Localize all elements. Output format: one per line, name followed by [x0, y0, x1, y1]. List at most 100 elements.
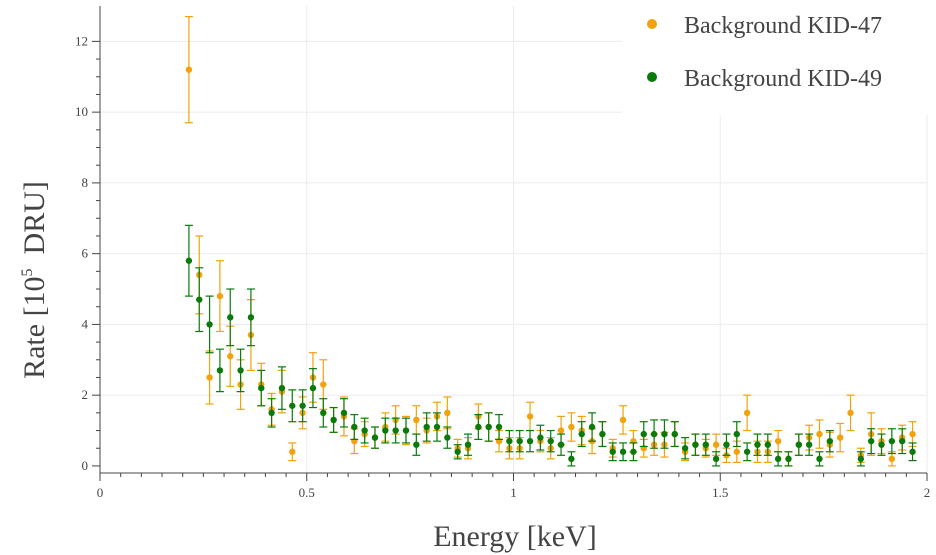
- data-point: [568, 423, 575, 431]
- data-point: [743, 448, 751, 455]
- data-point: [619, 448, 627, 455]
- data-point: [712, 455, 720, 463]
- data-point: [289, 448, 296, 455]
- data-point: [733, 430, 740, 438]
- series-kid-49: [184, 224, 917, 467]
- data-point: [320, 381, 327, 388]
- y-tick-label: 10: [75, 104, 88, 119]
- data-point: [196, 296, 203, 303]
- data-point: [433, 423, 441, 431]
- data-point: [516, 437, 523, 445]
- data-point: [444, 434, 451, 441]
- data-point: [185, 257, 193, 264]
- data-point: [816, 455, 823, 463]
- data-point: [227, 353, 234, 360]
- data-point: [847, 409, 854, 417]
- data-point: [454, 448, 461, 455]
- data-point: [444, 409, 451, 417]
- data-point: [712, 441, 720, 448]
- x-tick-labels: 0 0.5 1 1.5 2: [97, 485, 931, 500]
- data-point: [278, 384, 286, 392]
- x-tick-label: 0.5: [299, 485, 315, 500]
- data-point: [599, 430, 606, 438]
- data-point: [692, 441, 699, 448]
- data-point: [289, 402, 296, 409]
- y-axis-title: Rate [105 DRU]: [18, 181, 51, 379]
- data-point: [909, 430, 916, 438]
- data-point: [867, 437, 875, 445]
- data-point: [413, 416, 420, 424]
- data-point: [557, 441, 565, 448]
- data-point: [340, 409, 348, 417]
- data-point: [299, 402, 306, 409]
- data-point: [268, 409, 275, 417]
- data-point: [206, 321, 213, 328]
- data-point: [227, 314, 234, 321]
- legend-marker-kid47: [647, 19, 657, 29]
- data-point: [320, 409, 327, 417]
- data-point: [206, 374, 213, 381]
- data-point: [774, 437, 782, 445]
- data-point: [702, 441, 709, 448]
- data-point: [237, 367, 244, 374]
- data-point: [578, 430, 585, 438]
- y-tick-label: 12: [75, 33, 88, 48]
- data-point: [774, 455, 782, 463]
- data-point: [351, 423, 358, 431]
- data-point: [857, 455, 865, 463]
- data-point: [630, 448, 637, 455]
- data-point: [185, 66, 193, 73]
- data-point: [836, 434, 844, 441]
- data-point: [650, 430, 658, 438]
- data-point: [392, 427, 399, 434]
- data-point: [216, 292, 224, 300]
- y-tick-labels: 0 2 4 6 8 10 12: [75, 33, 89, 473]
- data-series: [184, 16, 917, 467]
- data-point: [330, 416, 337, 424]
- x-axis-title: Energy [keV]: [433, 520, 597, 553]
- data-point: [733, 448, 740, 455]
- data-point: [888, 455, 896, 463]
- x-tick-label: 1: [510, 485, 517, 500]
- data-point: [495, 423, 503, 431]
- data-point: [681, 445, 689, 452]
- data-point: [826, 437, 834, 445]
- data-point: [743, 409, 751, 417]
- data-point: [506, 437, 513, 445]
- y-tick-label: 2: [82, 387, 89, 402]
- data-point: [588, 423, 596, 431]
- data-point: [754, 441, 761, 448]
- minor-ticks: [92, 40, 928, 481]
- data-point: [464, 441, 472, 448]
- data-point: [878, 441, 885, 448]
- legend-label-kid47: Background KID-47: [684, 13, 882, 39]
- data-point: [309, 384, 317, 392]
- data-point: [526, 437, 534, 445]
- legend: Background KID-47 Background KID-49: [622, 0, 936, 115]
- data-point: [619, 416, 627, 424]
- data-point: [898, 437, 906, 445]
- data-point: [568, 455, 575, 463]
- data-point: [671, 430, 678, 438]
- y-axis-title-prefix: Rate [10: [18, 276, 51, 378]
- data-point: [216, 367, 224, 374]
- data-point: [816, 430, 823, 438]
- data-point: [795, 441, 803, 448]
- legend-background: [622, 0, 936, 115]
- data-point: [475, 423, 482, 431]
- y-tick-label: 6: [82, 246, 89, 261]
- y-tick-label: 0: [82, 458, 89, 473]
- data-point: [382, 427, 389, 434]
- data-point: [723, 441, 730, 448]
- data-point: [609, 448, 616, 455]
- y-axis-title-exponent: 5: [19, 268, 36, 276]
- data-point: [361, 427, 368, 434]
- data-point: [371, 434, 379, 441]
- data-point: [413, 441, 420, 448]
- data-point: [785, 455, 792, 463]
- data-point: [423, 423, 430, 431]
- y-axis-title-suffix: DRU]: [18, 181, 51, 254]
- data-point: [640, 430, 647, 438]
- data-point: [805, 441, 813, 448]
